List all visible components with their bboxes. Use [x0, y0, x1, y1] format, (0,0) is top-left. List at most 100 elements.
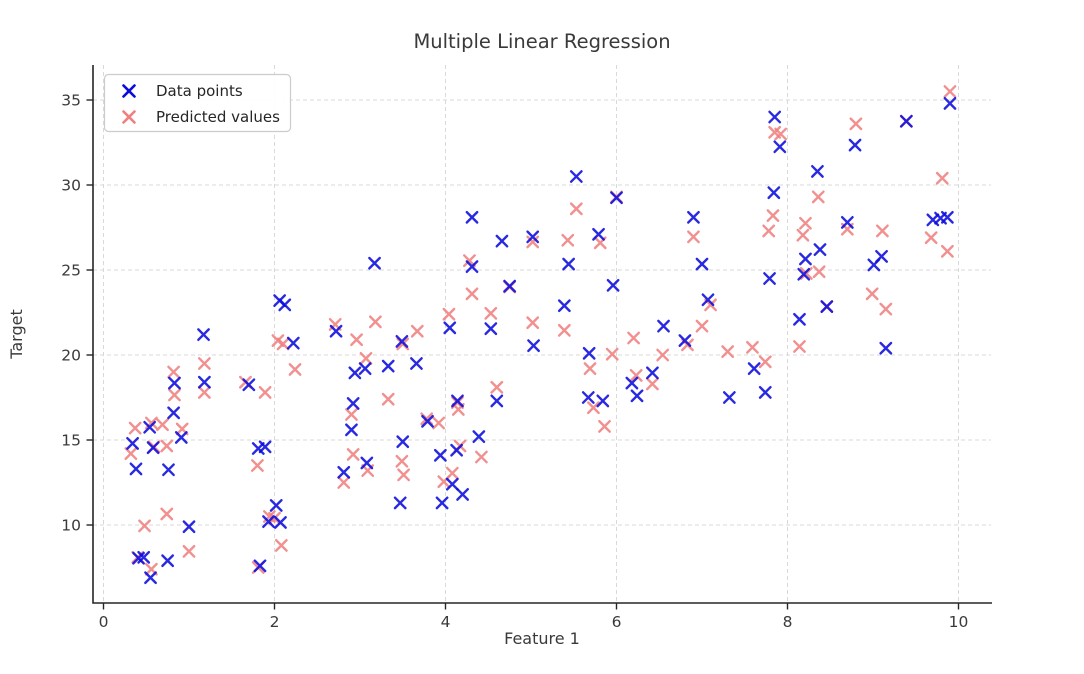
predicted-value-marker — [943, 85, 957, 98]
predicted-value-marker — [526, 316, 540, 330]
predicted-value-marker — [465, 287, 479, 301]
predicted-value-marker — [156, 418, 169, 432]
x-tick-label: 0 — [99, 613, 109, 631]
data-point-marker — [410, 357, 423, 370]
data-point-marker — [813, 243, 827, 256]
data-point-marker — [167, 406, 181, 420]
predicted-value-marker — [138, 519, 151, 533]
data-point-marker — [472, 430, 486, 443]
data-point-marker — [278, 298, 292, 312]
predicted-value-marker — [865, 287, 879, 301]
x-axis-label: Feature 1 — [504, 629, 580, 648]
predicted-value-marker — [526, 235, 540, 249]
predicted-value-marker — [381, 392, 395, 406]
data-point-marker — [940, 210, 954, 224]
x-tick-label: 6 — [612, 613, 622, 631]
predicted-value-marker — [345, 408, 358, 421]
data-point-marker — [879, 341, 893, 355]
y-tick-label: 25 — [61, 262, 81, 280]
data-point-marker — [569, 170, 583, 183]
data-point-marker — [630, 389, 644, 403]
predicted-value-marker — [746, 340, 759, 354]
y-axis-label: Target — [7, 309, 26, 360]
data-point-marker — [358, 362, 372, 375]
data-point-marker — [345, 423, 358, 437]
legend-label: Predicted values — [156, 108, 280, 126]
legend: Data points Predicted values — [103, 73, 292, 133]
y-tick-label: 20 — [61, 347, 81, 365]
predicted-value-marker — [167, 365, 181, 379]
predicted-value-marker — [160, 439, 174, 453]
x-tick-label: 10 — [949, 613, 969, 631]
y-tick-label: 30 — [61, 177, 81, 195]
data-point-marker — [722, 391, 736, 404]
predicted-value-marker — [432, 416, 446, 430]
data-point-marker — [286, 336, 300, 350]
data-point-marker — [161, 554, 175, 568]
legend-label: Data points — [156, 82, 243, 100]
data-point-marker — [346, 397, 360, 410]
data-point-marker — [495, 234, 509, 248]
data-point-marker — [143, 420, 157, 434]
data-point-marker — [329, 324, 343, 338]
predicted-value-marker — [587, 401, 600, 415]
predicted-value-marker — [346, 448, 360, 461]
data-point-marker — [768, 110, 782, 124]
predicted-value-marker — [687, 230, 700, 244]
data-point-marker — [443, 321, 457, 335]
data-point-marker — [253, 559, 267, 573]
predicted-value-marker — [627, 331, 640, 345]
data-point-marker — [262, 515, 275, 528]
data-point-marker — [943, 97, 957, 110]
data-point-marker — [396, 435, 410, 449]
predicted-value-marker — [598, 420, 611, 433]
predicted-value-marker — [811, 190, 825, 204]
predicted-value-marker — [876, 224, 889, 238]
data-point-marker — [445, 477, 459, 491]
predicted-value-marker — [799, 267, 813, 280]
data-point-marker — [820, 300, 834, 313]
data-point-marker — [592, 227, 605, 241]
data-point-marker — [687, 210, 700, 224]
predicted-value-marker — [160, 507, 174, 521]
data-point-marker — [606, 278, 620, 292]
legend-marker-data-points-icon — [122, 84, 136, 98]
predicted-value-marker — [168, 388, 181, 402]
data-point-marker — [433, 448, 447, 462]
axis-spines — [92, 65, 992, 604]
data-point-marker — [562, 257, 576, 271]
predicted-value-marker — [268, 511, 281, 525]
data-point-marker — [581, 391, 595, 404]
predicted-value-marker — [583, 362, 597, 375]
data-point-marker — [695, 257, 709, 271]
x-tick-label: 4 — [441, 613, 451, 631]
data-point-marker — [758, 386, 772, 399]
data-point-marker — [393, 496, 407, 510]
predicted-value-marker — [276, 337, 290, 351]
data-point-marker — [368, 256, 381, 270]
data-point-marker — [129, 462, 143, 476]
predicted-value-marker — [629, 369, 643, 382]
predicted-value-marker — [128, 421, 142, 435]
predicted-value-marker — [274, 539, 288, 552]
predicted-value-marker — [656, 348, 670, 362]
data-point-marker — [269, 499, 283, 512]
data-point-marker — [875, 250, 888, 263]
predicted-value-marker — [799, 216, 812, 230]
predicted-value-marker — [337, 476, 351, 489]
predicted-value-marker — [774, 127, 788, 141]
data-point-marker — [395, 335, 409, 348]
predicted-value-marker — [766, 209, 780, 222]
data-point-marker — [793, 312, 806, 326]
data-point-marker — [162, 463, 175, 477]
predicted-value-marker — [924, 231, 938, 245]
legend-marker-predicted-icon — [122, 110, 136, 124]
predicted-value-marker — [849, 117, 863, 131]
predicted-value-marker — [762, 224, 776, 238]
predicted-value-marker — [350, 333, 363, 347]
data-point-marker — [767, 186, 781, 200]
data-point-marker — [527, 339, 540, 353]
data-point-marker — [678, 334, 692, 347]
data-point-marker — [596, 394, 610, 408]
data-point-marker — [337, 465, 351, 479]
